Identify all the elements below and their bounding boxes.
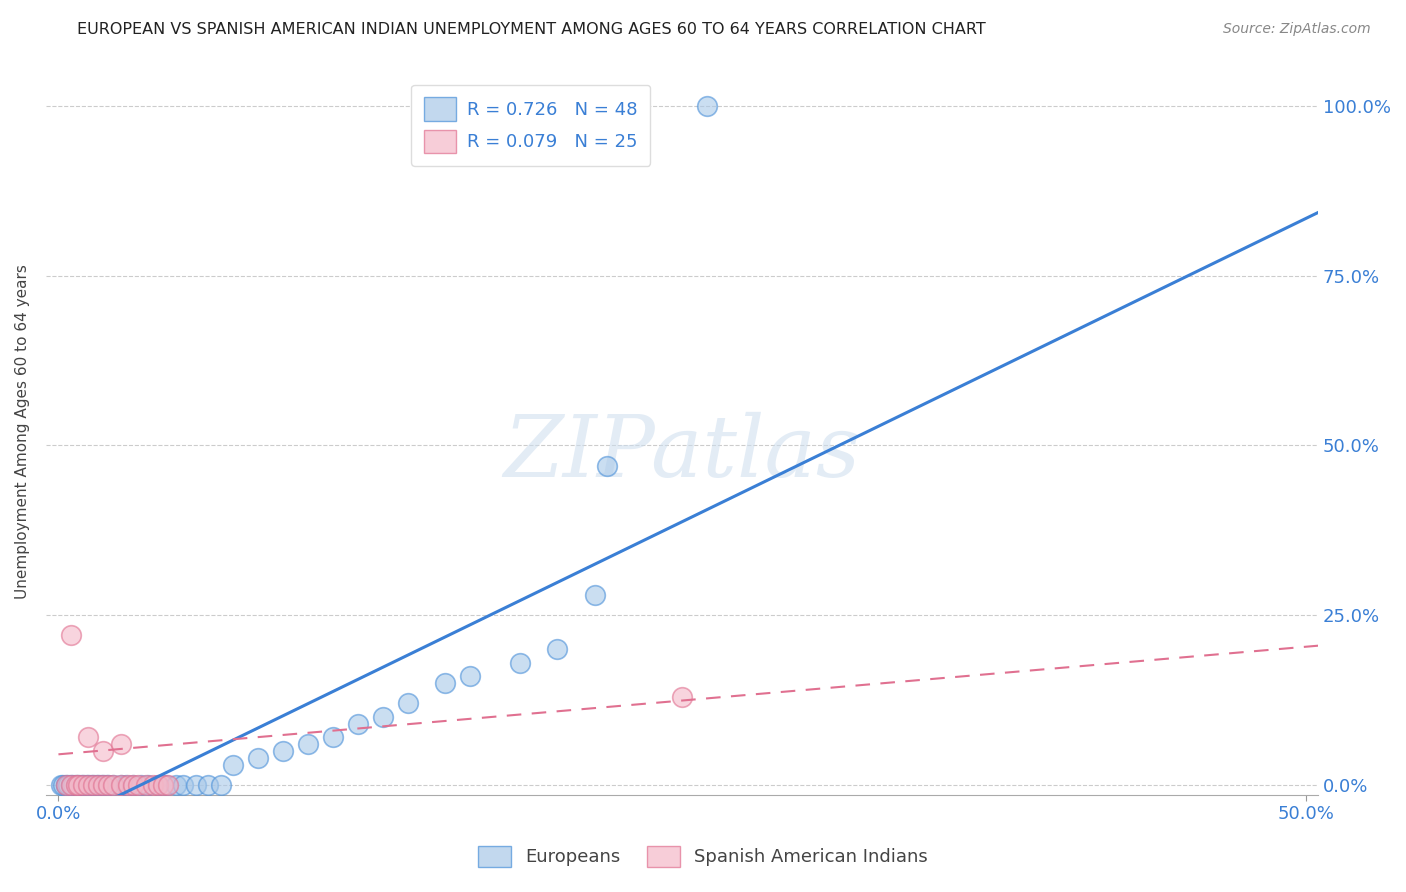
Point [322, 731, 344, 745]
Text: Source: ZipAtlas.com: Source: ZipAtlas.com [1223, 22, 1371, 37]
Point [596, 458, 619, 473]
Point [59, 628, 82, 642]
Point [509, 656, 531, 670]
Point [458, 669, 481, 683]
Point [55, 778, 77, 792]
Point [142, 778, 165, 792]
Point [93, 778, 115, 792]
Point [84, 778, 107, 792]
Point [72, 778, 94, 792]
Point [90, 778, 112, 792]
Point [127, 778, 149, 792]
Point [122, 778, 145, 792]
Point [152, 778, 174, 792]
Point [93, 744, 115, 758]
Point [93, 778, 115, 792]
Point [65, 778, 87, 792]
Point [136, 778, 159, 792]
Point [148, 778, 170, 792]
Point [103, 778, 125, 792]
Point [197, 778, 219, 792]
Point [58, 778, 80, 792]
Point [82, 778, 104, 792]
Point [129, 778, 152, 792]
Point [70, 778, 93, 792]
Point [110, 737, 132, 751]
Point [72, 778, 94, 792]
Point [97, 778, 120, 792]
Point [77, 778, 100, 792]
Point [155, 778, 177, 792]
Point [67, 778, 90, 792]
Point [62, 778, 84, 792]
Point [583, 588, 606, 602]
Point [671, 690, 693, 704]
Point [55, 778, 77, 792]
Point [94, 778, 117, 792]
Point [271, 744, 294, 758]
Point [172, 778, 194, 792]
Point [246, 750, 269, 764]
Point [371, 710, 394, 724]
Point [122, 778, 145, 792]
Point [297, 737, 319, 751]
Point [184, 778, 207, 792]
Text: ZIPatlas: ZIPatlas [503, 412, 860, 495]
Point [77, 778, 100, 792]
Text: EUROPEAN VS SPANISH AMERICAN INDIAN UNEMPLOYMENT AMONG AGES 60 TO 64 YEARS CORRE: EUROPEAN VS SPANISH AMERICAN INDIAN UNEM… [77, 22, 986, 37]
Legend: R = 0.726   N = 48, R = 0.079   N = 25: R = 0.726 N = 48, R = 0.079 N = 25 [411, 85, 651, 166]
Point [67, 778, 90, 792]
Point [103, 778, 125, 792]
Point [346, 716, 368, 731]
Point [52, 778, 75, 792]
Point [110, 778, 132, 792]
Point [396, 697, 419, 711]
Point [157, 778, 180, 792]
Point [209, 778, 232, 792]
Point [135, 778, 157, 792]
Point [114, 778, 136, 792]
Point [77, 731, 100, 745]
Point [65, 778, 87, 792]
Point [75, 778, 97, 792]
Point [546, 642, 568, 657]
Point [87, 778, 110, 792]
Point [165, 778, 187, 792]
Point [49, 778, 72, 792]
Point [696, 99, 718, 113]
Y-axis label: Unemployment Among Ages 60 to 64 years: Unemployment Among Ages 60 to 64 years [15, 264, 30, 599]
Legend: Europeans, Spanish American Indians: Europeans, Spanish American Indians [471, 838, 935, 874]
Point [59, 778, 82, 792]
Point [82, 778, 104, 792]
Point [97, 778, 120, 792]
Point [110, 778, 132, 792]
Point [80, 778, 103, 792]
Point [87, 778, 110, 792]
Point [117, 778, 139, 792]
Point [434, 676, 457, 690]
Point [59, 778, 82, 792]
Point [222, 757, 245, 772]
Point [148, 778, 170, 792]
